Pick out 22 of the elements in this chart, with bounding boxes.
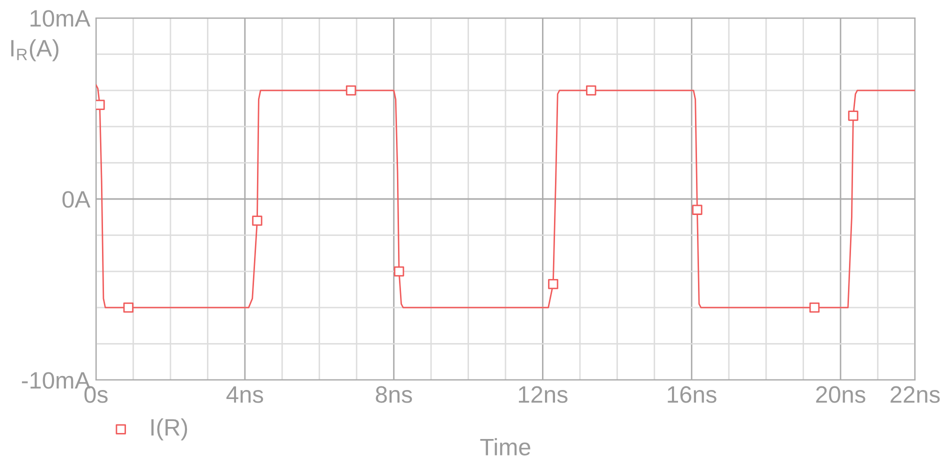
point [123,302,134,313]
x-tick-label: 16ns [668,386,716,403]
point [394,266,404,276]
line-series [96,84,915,308]
x-tick-label: 4ns [226,386,264,403]
point [96,100,105,110]
legend-label: I(R) [151,418,188,440]
x-tick-label: 22ns [890,386,940,403]
x-axis-title: Time [480,438,530,456]
point [252,216,262,226]
y-axis-title: I$_{R}$(A) [11,39,58,62]
x-tick-label: 8ns [376,386,412,403]
point [848,110,858,121]
point [692,204,702,215]
point [548,278,558,290]
x-tick-label: 12ns [518,386,568,403]
y-tick-label: 10mA [30,10,90,27]
point [346,85,356,96]
y-tick-label: 0A [62,191,90,208]
x-tick-label: 20ns [816,386,866,403]
point [586,85,596,96]
point [809,302,820,313]
